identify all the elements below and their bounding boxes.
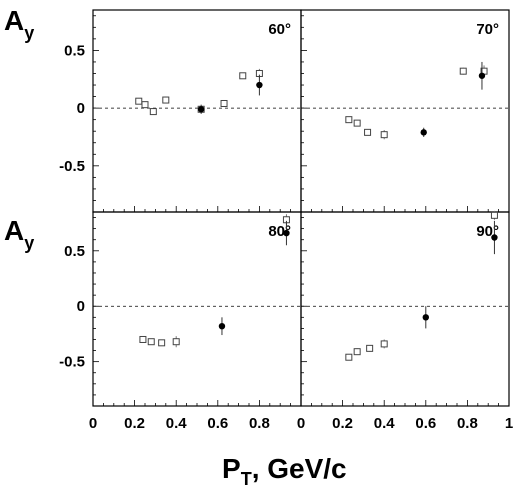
open-square-point <box>364 128 372 136</box>
open-square-point <box>239 72 247 80</box>
x-tick-label: 0.8 <box>457 415 478 432</box>
open-square-point <box>345 353 353 361</box>
y-tick-label: 0.5 <box>64 243 85 260</box>
panel-frame <box>92 211 302 407</box>
panel-frame <box>300 9 510 213</box>
x-tick-label: 0 <box>297 415 305 432</box>
x-tick-label: 0.2 <box>124 415 145 432</box>
filled-circle-point <box>491 234 498 241</box>
open-square-point <box>366 344 374 352</box>
ylabel-top: Ay <box>4 5 34 43</box>
x-tick-label: 0.6 <box>415 415 436 432</box>
y-tick-label: 0 <box>77 100 85 117</box>
filled-circle-point <box>283 229 290 237</box>
open-square-point <box>135 97 143 105</box>
filled-circle-point <box>256 81 263 89</box>
filled-circle-point <box>422 314 429 321</box>
panel-3: 0 0.2 0.4 0.6 0.8 190° <box>297 210 513 432</box>
filled-circle-point <box>420 129 427 136</box>
open-square-point <box>147 338 155 346</box>
open-square-point <box>149 108 157 116</box>
ylabel-bottom: Ay <box>4 215 34 253</box>
panel-frame <box>300 211 510 407</box>
x-tick-label: 0 <box>89 415 97 432</box>
open-square-point <box>459 67 467 75</box>
open-square-point <box>345 116 353 124</box>
filled-circle-point <box>197 106 205 113</box>
x-tick-label: 0.2 <box>332 415 353 432</box>
panel-angle-label: 60° <box>268 21 291 38</box>
panel-angle-label: 70° <box>476 21 499 38</box>
x-tick-label: 1 <box>505 415 513 432</box>
open-square-point <box>353 119 361 127</box>
panels: 0.50-0.560° 70°0.50-0.50 0.2 0.4 0.6 0.880°0 0… <box>59 9 513 432</box>
open-square-point <box>162 96 170 104</box>
open-square-point <box>380 340 388 348</box>
open-square-point <box>353 348 361 356</box>
y-tick-label: 0.5 <box>64 42 85 59</box>
open-square-point <box>158 339 166 347</box>
panel-1: 70° <box>300 9 510 213</box>
panel-frame <box>92 9 302 213</box>
filled-circle-point <box>478 72 486 79</box>
x-tick-label: 0.6 <box>207 415 228 432</box>
filled-circle-point <box>218 322 226 330</box>
y-tick-label: -0.5 <box>59 354 85 371</box>
open-square-point <box>141 101 149 109</box>
open-square-point <box>490 211 498 219</box>
panel-2: 0.50-0.50 0.2 0.4 0.6 0.880° <box>59 211 302 432</box>
x-tick-label: 0.4 <box>166 415 188 432</box>
open-square-point <box>172 338 180 346</box>
y-tick-label: -0.5 <box>59 158 85 175</box>
y-tick-label: 0 <box>77 298 85 315</box>
xlabel: PT, GeV/c <box>222 453 347 489</box>
x-tick-label: 0.4 <box>374 415 396 432</box>
open-square-point <box>380 131 388 139</box>
panel-0: 0.5 0 -0.5 60° <box>59 9 302 213</box>
x-tick-label: 0.8 <box>249 415 270 432</box>
open-square-point <box>220 99 228 107</box>
open-square-point <box>139 335 147 343</box>
